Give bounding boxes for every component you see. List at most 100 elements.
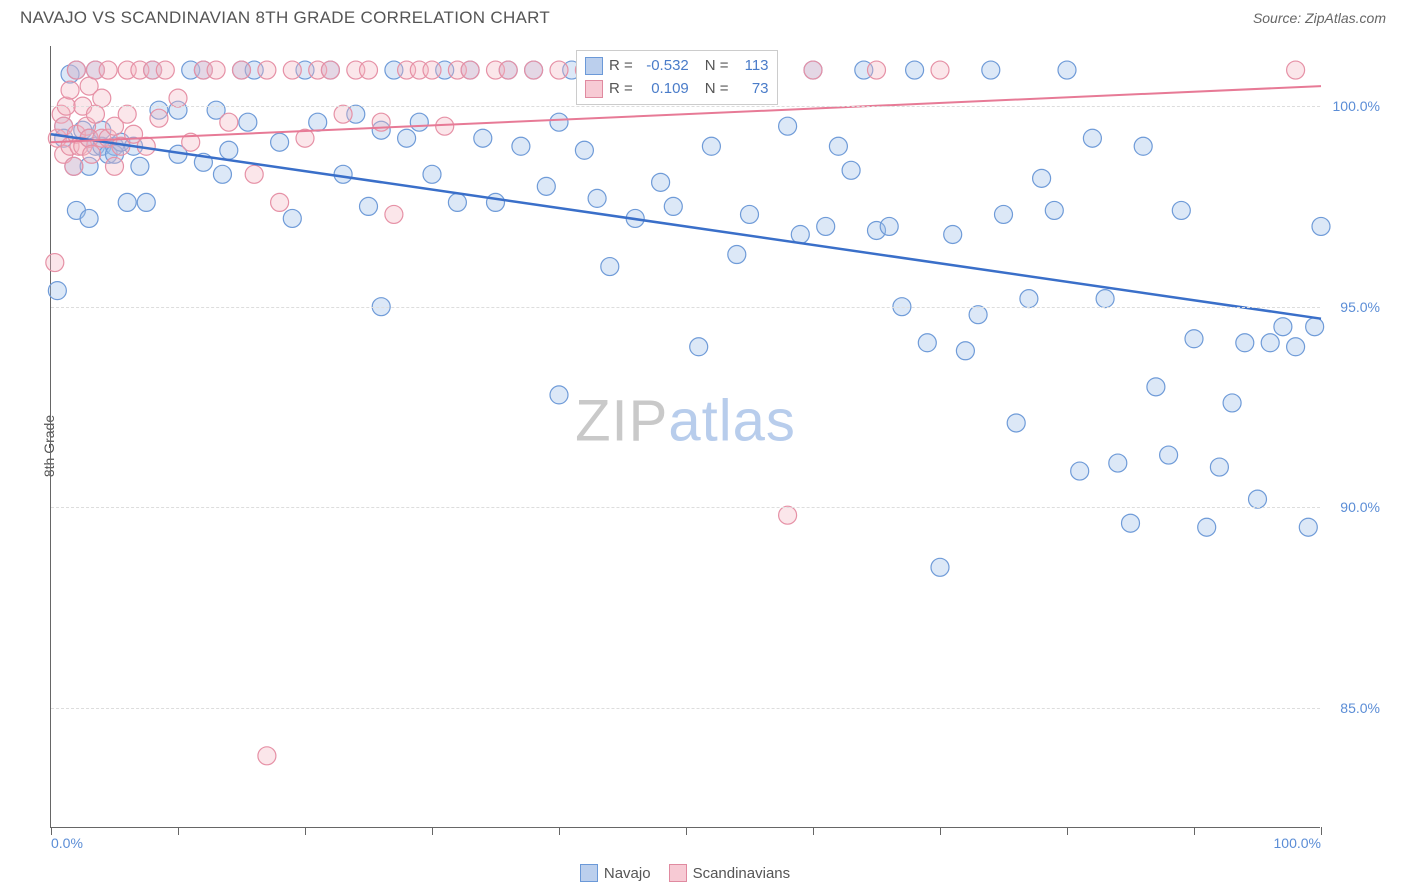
data-point: [1071, 462, 1089, 480]
data-point: [106, 157, 124, 175]
legend-swatch: [669, 864, 687, 882]
r-value: 0.109: [639, 78, 689, 101]
data-point: [944, 225, 962, 243]
data-point: [131, 157, 149, 175]
data-point: [385, 205, 403, 223]
data-point: [239, 113, 257, 131]
scatter-plot: [51, 46, 1320, 827]
y-tick-label: 100.0%: [1333, 98, 1380, 114]
data-point: [1287, 61, 1305, 79]
n-label: N =: [705, 78, 729, 101]
data-point: [65, 157, 83, 175]
data-point: [1210, 458, 1228, 476]
x-tick: [51, 827, 52, 835]
stats-legend-row: R =-0.532N =113: [585, 55, 769, 78]
data-point: [1198, 518, 1216, 536]
data-point: [137, 193, 155, 211]
data-point: [817, 217, 835, 235]
data-point: [931, 61, 949, 79]
data-point: [220, 113, 238, 131]
data-point: [702, 137, 720, 155]
data-point: [1033, 169, 1051, 187]
data-point: [537, 177, 555, 195]
data-point: [1096, 290, 1114, 308]
data-point: [1134, 137, 1152, 155]
r-label: R =: [609, 78, 633, 101]
data-point: [80, 209, 98, 227]
data-point: [880, 217, 898, 235]
data-point: [93, 89, 111, 107]
x-tick: [1194, 827, 1195, 835]
data-point: [1306, 318, 1324, 336]
x-tick: [559, 827, 560, 835]
data-point: [550, 61, 568, 79]
n-value: 73: [735, 78, 769, 101]
data-point: [245, 165, 263, 183]
data-point: [588, 189, 606, 207]
data-point: [1045, 201, 1063, 219]
data-point: [220, 141, 238, 159]
chart-area: ZIPatlas R =-0.532N =113R =0.109N =73 85…: [50, 46, 1320, 828]
data-point: [499, 61, 517, 79]
data-point: [360, 61, 378, 79]
data-point: [969, 306, 987, 324]
data-point: [652, 173, 670, 191]
data-point: [601, 258, 619, 276]
data-point: [982, 61, 1000, 79]
data-point: [791, 225, 809, 243]
data-point: [575, 141, 593, 159]
data-point: [779, 117, 797, 135]
data-point: [423, 165, 441, 183]
data-point: [321, 61, 339, 79]
data-point: [804, 61, 822, 79]
data-point: [283, 61, 301, 79]
data-point: [150, 109, 168, 127]
data-point: [906, 61, 924, 79]
legend-swatch: [580, 864, 598, 882]
data-point: [156, 61, 174, 79]
x-tick: [178, 827, 179, 835]
source-label: Source: ZipAtlas.com: [1253, 10, 1386, 26]
x-tick: [813, 827, 814, 835]
data-point: [1020, 290, 1038, 308]
data-point: [525, 61, 543, 79]
data-point: [728, 246, 746, 264]
legend-swatch: [585, 57, 603, 75]
data-point: [512, 137, 530, 155]
data-point: [233, 61, 251, 79]
data-point: [664, 197, 682, 215]
data-point: [213, 165, 231, 183]
gridline: [51, 507, 1320, 508]
data-point: [1274, 318, 1292, 336]
r-label: R =: [609, 55, 633, 78]
x-tick: [940, 827, 941, 835]
data-point: [398, 129, 416, 147]
legend-label: Navajo: [604, 865, 651, 882]
data-point: [271, 133, 289, 151]
legend-item: Navajo: [580, 864, 651, 882]
data-point: [283, 209, 301, 227]
data-point: [1083, 129, 1101, 147]
data-point: [918, 334, 936, 352]
y-tick-label: 90.0%: [1340, 499, 1380, 515]
data-point: [258, 61, 276, 79]
legend-swatch: [585, 80, 603, 98]
data-point: [309, 113, 327, 131]
data-point: [360, 197, 378, 215]
data-point: [829, 137, 847, 155]
data-point: [99, 61, 117, 79]
x-tick-label: 100.0%: [1274, 835, 1321, 851]
data-point: [779, 506, 797, 524]
legend-item: Scandinavians: [669, 864, 791, 882]
chart-title: NAVAJO VS SCANDINAVIAN 8TH GRADE CORRELA…: [20, 8, 550, 28]
gridline: [51, 106, 1320, 107]
data-point: [461, 61, 479, 79]
x-tick: [686, 827, 687, 835]
data-point: [258, 747, 276, 765]
stats-legend-row: R = 0.109 N = 73: [585, 78, 769, 101]
data-point: [86, 105, 104, 123]
data-point: [474, 129, 492, 147]
data-point: [931, 558, 949, 576]
data-point: [1007, 414, 1025, 432]
data-point: [550, 386, 568, 404]
